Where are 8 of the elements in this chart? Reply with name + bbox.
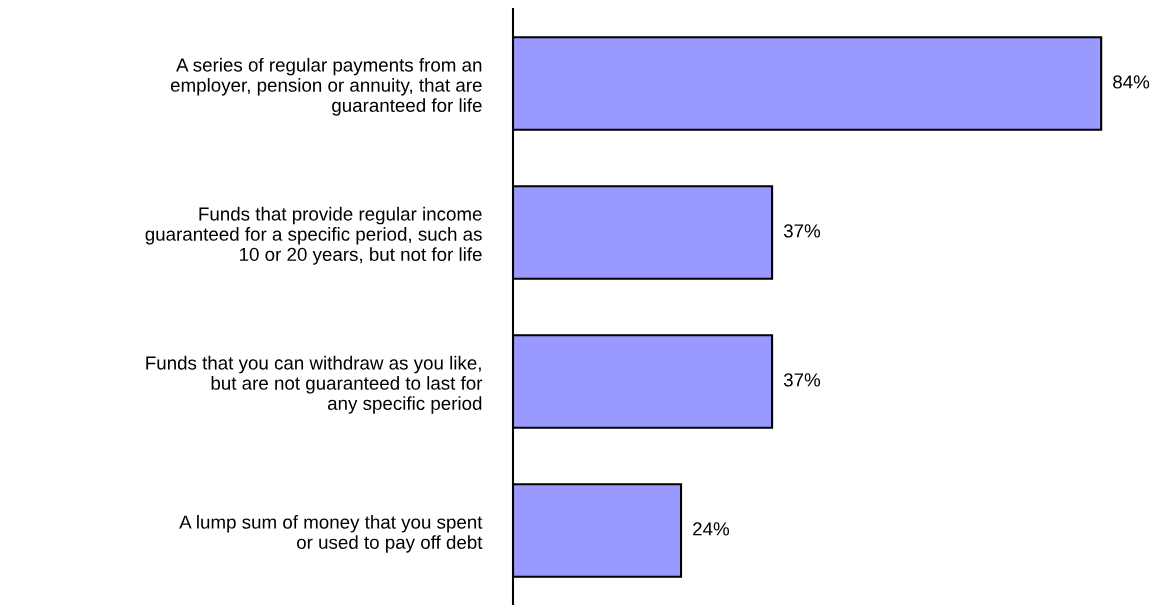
y-tick-label: Funds that you can withdraw as you like, but are not guaranteed to last for any specific period [146,355,483,414]
data-label: 37% [783,224,821,238]
data-label: 84% [1113,75,1150,89]
y-tick-label: A lump sum of money that you spent or used to pay off debt [179,514,483,553]
data-label: 24% [693,522,730,536]
y-tick-label: Funds that provide regular income guaranteed for a specific period, such as 10 or 20 years, but not for life [145,206,482,265]
data-label: 37% [783,373,821,387]
y-tick-label: A series of regular payments from an employer, pension or annuity, that are guaranteed for life [170,57,482,116]
